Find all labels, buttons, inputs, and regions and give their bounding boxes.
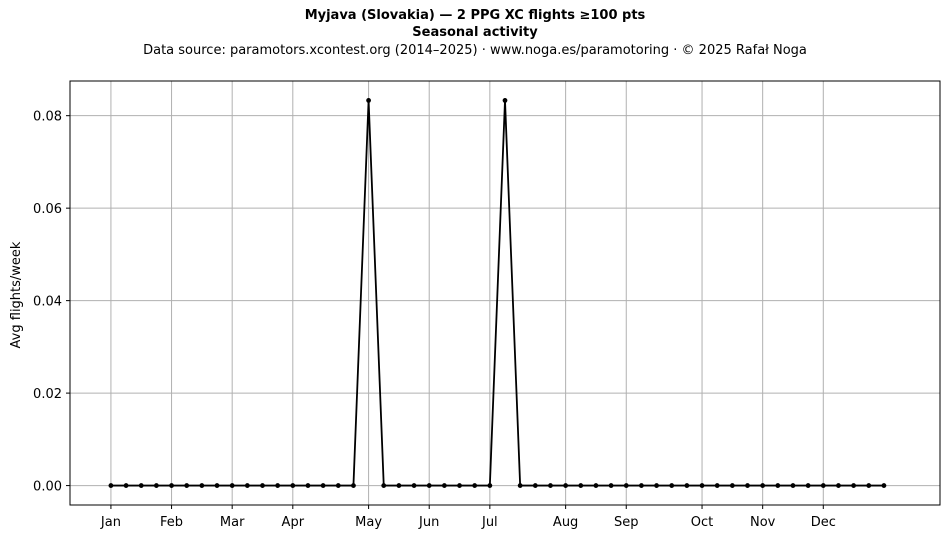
data-point-week-15 xyxy=(320,483,326,488)
data-point-week-46 xyxy=(790,483,796,488)
data-point-week-4 xyxy=(153,483,159,488)
data-point-week-33 xyxy=(593,483,599,488)
x-tick-label-oct: Oct xyxy=(691,515,713,530)
data-point-week-51 xyxy=(866,483,872,488)
data-point-week-36 xyxy=(639,483,644,488)
series-line-0 xyxy=(110,99,884,487)
data-point-week-18 xyxy=(366,98,371,103)
series-layer xyxy=(108,98,887,488)
x-tick-label-jul: Jul xyxy=(481,515,498,530)
data-point-week-48 xyxy=(820,483,826,488)
data-point-week-38 xyxy=(669,483,675,488)
data-point-week-26 xyxy=(487,483,493,488)
data-point-week-35 xyxy=(623,483,629,488)
data-point-week-34 xyxy=(608,483,614,488)
y-tick-label-0.04: 0.04 xyxy=(33,295,62,310)
chart-title: Myjava (Slovakia) — 2 PPG XC flights ≥10… xyxy=(304,8,646,23)
data-point-week-21 xyxy=(411,483,417,488)
data-point-week-47 xyxy=(805,483,811,488)
data-point-week-23 xyxy=(441,483,447,488)
data-point-week-9 xyxy=(229,483,235,488)
data-point-week-40 xyxy=(699,483,705,488)
data-point-week-6 xyxy=(184,483,190,488)
data-point-week-44 xyxy=(760,483,766,488)
data-point-week-22 xyxy=(426,483,432,488)
y-tick-label-0.00: 0.00 xyxy=(33,480,62,495)
data-point-week-17 xyxy=(351,483,356,488)
data-point-week-25 xyxy=(472,483,478,488)
chart-source-note: Data source: paramotors.xcontest.org (20… xyxy=(143,43,807,58)
data-point-week-2 xyxy=(123,483,129,488)
data-point-week-20 xyxy=(396,483,402,488)
data-point-week-1 xyxy=(108,483,114,488)
y-tick-label-0.02: 0.02 xyxy=(33,387,62,402)
data-point-week-43 xyxy=(745,483,750,488)
data-point-week-49 xyxy=(836,483,841,488)
data-point-week-7 xyxy=(199,483,205,488)
data-point-week-30 xyxy=(548,483,553,488)
y-tick-label-0.08: 0.08 xyxy=(33,110,62,125)
y-tick-label-0.06: 0.06 xyxy=(33,202,62,217)
data-point-week-10 xyxy=(244,483,250,488)
data-point-week-45 xyxy=(775,483,781,488)
data-point-week-32 xyxy=(578,483,584,488)
axis-ticks: Jan Feb Mar Apr May Jun Jul Aug Sep Oct Nov Dec 0.00… xyxy=(33,110,836,530)
x-tick-label-mar: Mar xyxy=(220,515,245,530)
x-tick-label-may: May xyxy=(355,515,382,530)
data-point-week-3 xyxy=(138,483,144,488)
data-point-week-39 xyxy=(684,483,690,488)
data-point-week-41 xyxy=(714,483,720,488)
plot-frame xyxy=(69,80,941,506)
data-point-week-16 xyxy=(335,483,341,488)
data-point-week-12 xyxy=(275,483,281,488)
data-point-week-31 xyxy=(563,483,569,488)
data-point-week-50 xyxy=(851,483,857,488)
data-point-week-8 xyxy=(214,483,220,488)
data-point-week-13 xyxy=(290,483,296,488)
grid-lines xyxy=(70,81,940,505)
x-tick-label-jan: Jan xyxy=(100,515,121,530)
x-tick-label-apr: Apr xyxy=(282,515,305,530)
data-point-week-27 xyxy=(502,98,508,103)
data-point-week-42 xyxy=(729,483,735,488)
data-point-week-29 xyxy=(532,483,538,488)
y-axis-label: Avg flights/week xyxy=(9,241,24,348)
x-tick-label-dec: Dec xyxy=(811,515,836,530)
data-point-week-37 xyxy=(654,483,659,488)
data-point-week-52 xyxy=(881,483,887,488)
data-point-week-5 xyxy=(169,483,174,488)
x-tick-label-nov: Nov xyxy=(750,515,776,530)
data-point-week-28 xyxy=(517,483,523,488)
data-point-week-11 xyxy=(260,483,265,488)
data-point-week-24 xyxy=(457,483,462,488)
data-point-week-14 xyxy=(305,483,311,488)
x-tick-label-aug: Aug xyxy=(553,515,578,530)
x-tick-label-sep: Sep xyxy=(614,515,639,530)
data-point-week-19 xyxy=(381,483,387,488)
x-tick-label-jun: Jun xyxy=(418,515,439,530)
x-tick-label-feb: Feb xyxy=(160,515,183,530)
chart-subtitle: Seasonal activity xyxy=(412,25,538,40)
